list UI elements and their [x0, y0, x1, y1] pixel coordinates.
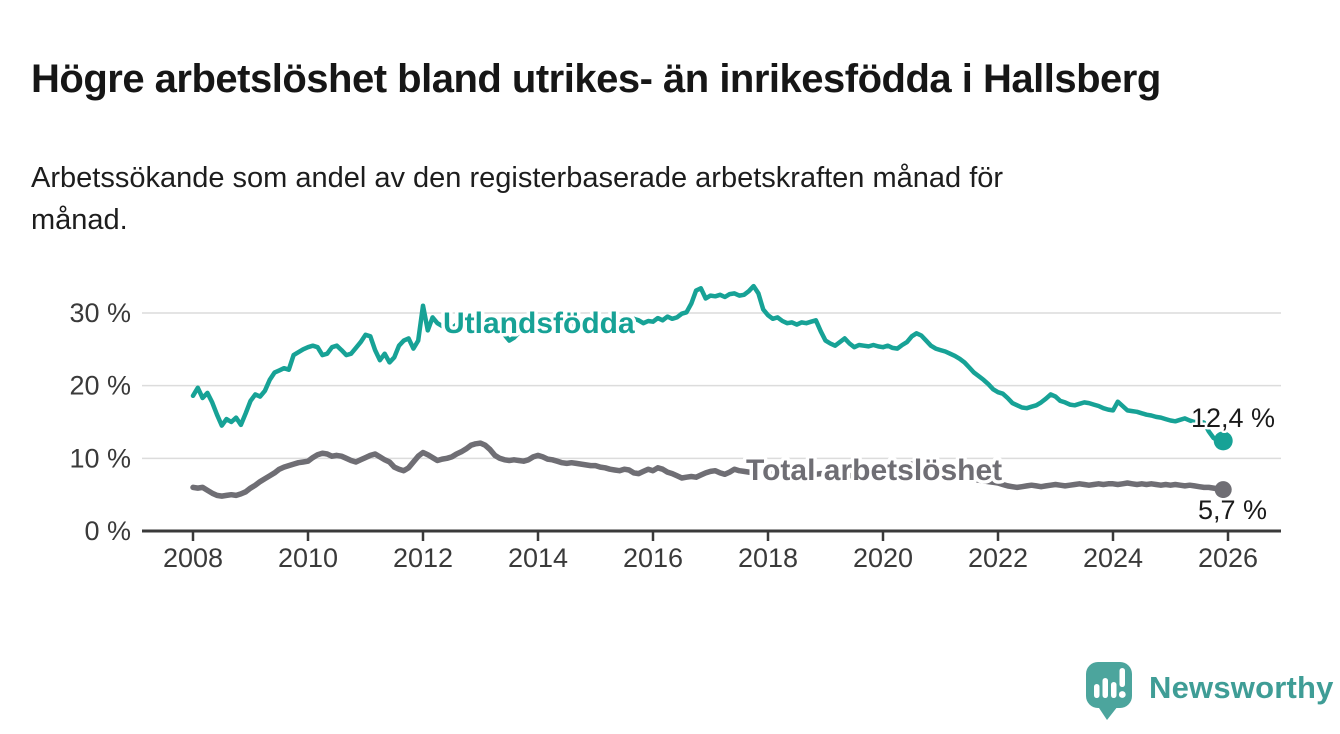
page-title: Högre arbetslöshet bland utrikes- än inr…: [31, 56, 1161, 101]
x-tick-label: 2008: [163, 543, 223, 573]
series-end-dot: [1214, 481, 1232, 499]
series-end-dot: [1213, 431, 1233, 451]
x-tick-label: 2014: [508, 543, 568, 573]
page-subtitle-line2: månad.: [31, 204, 128, 237]
end-value-label: 12,4 %: [1191, 403, 1275, 433]
newsworthy-logo[interactable]: Newsworthy: [1082, 654, 1334, 722]
series-label: Total arbetslöshet: [746, 454, 1002, 487]
page-subtitle-line1: Arbetssökande som andel av den registerb…: [31, 162, 1004, 194]
end-value-label: 5,7 %: [1198, 495, 1267, 525]
x-tick-label: 2018: [738, 543, 798, 573]
x-tick-label: 2026: [1198, 543, 1258, 573]
series-line-total-arbetsloshet: [190, 440, 1226, 499]
x-tick-label: 2010: [278, 543, 338, 573]
series-line-utlandsfodda: [190, 283, 1226, 444]
newsworthy-bubble-icon: [1086, 662, 1132, 720]
x-tick-label: 2020: [853, 543, 913, 573]
y-tick-label: 10 %: [69, 443, 131, 473]
y-tick-label: 20 %: [69, 371, 131, 401]
x-tick-label: 2024: [1083, 543, 1143, 573]
y-tick-label: 30 %: [69, 298, 131, 328]
x-tick-label: 2022: [968, 543, 1028, 573]
x-tick-label: 2016: [623, 543, 683, 573]
x-tick-label: 2012: [393, 543, 453, 573]
y-tick-label: 0 %: [84, 516, 131, 546]
page-subtitle: Arbetssökande som andel av den registerb…: [31, 157, 1231, 241]
series-label: Utlandsfödda: [443, 307, 635, 340]
newsworthy-wordmark: Newsworthy: [1149, 670, 1334, 705]
